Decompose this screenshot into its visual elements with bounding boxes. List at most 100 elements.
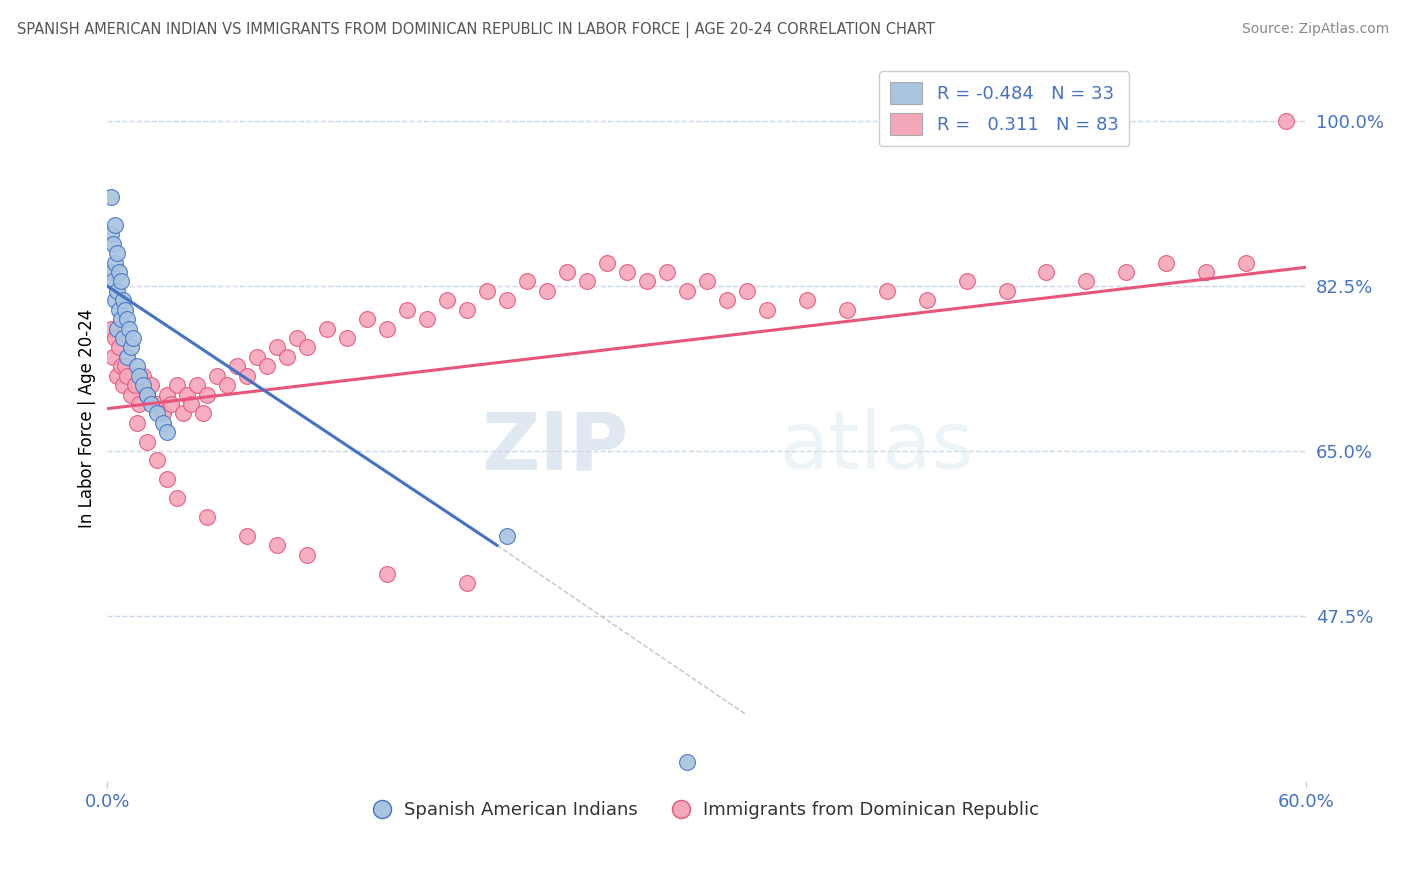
Point [136,387,159,401]
Point [616,265,638,279]
Point [156,472,179,486]
Point [100,189,122,203]
Point [152,406,174,420]
Point [496,529,519,543]
Point [117,368,139,383]
Point [152,416,174,430]
Point [100,321,122,335]
Point [375,566,398,581]
Legend: Spanish American Indians, Immigrants from Dominican Republic: Spanish American Indians, Immigrants fro… [368,794,1046,826]
Point [516,274,538,288]
Point [136,434,159,449]
Point [156,387,179,401]
Point [955,274,977,288]
Point [207,368,229,383]
Point [226,359,249,374]
Point [217,378,239,392]
Point [176,387,198,401]
Point [110,359,132,374]
Point [1156,255,1178,269]
Point [266,340,288,354]
Point [285,331,308,345]
Point [876,284,898,298]
Point [104,255,127,269]
Point [295,548,318,562]
Point [114,359,136,374]
Point [146,453,169,467]
Point [105,368,128,383]
Point [166,378,188,392]
Point [112,378,135,392]
Point [120,340,142,354]
Point [436,293,458,308]
Point [118,321,141,335]
Point [112,293,135,308]
Point [555,265,578,279]
Point [416,312,439,326]
Y-axis label: In Labor Force | Age 20-24: In Labor Force | Age 20-24 [79,309,96,528]
Point [276,350,298,364]
Point [172,406,194,420]
Point [110,312,132,326]
Point [127,416,149,430]
Point [256,359,278,374]
Point [195,387,218,401]
Point [396,302,419,317]
Point [122,331,145,345]
Point [166,491,188,506]
Point [108,302,131,317]
Point [266,538,288,552]
Point [1195,265,1218,279]
Point [456,576,478,591]
Point [180,397,202,411]
Point [1234,255,1257,269]
Point [696,274,718,288]
Point [120,387,142,401]
Point [193,406,215,420]
Point [104,293,127,308]
Text: ZIP: ZIP [482,409,628,486]
Point [356,312,378,326]
Point [105,284,128,298]
Point [1035,265,1057,279]
Point [105,321,128,335]
Point [124,378,146,392]
Text: SPANISH AMERICAN INDIAN VS IMMIGRANTS FROM DOMINICAN REPUBLIC IN LABOR FORCE | A: SPANISH AMERICAN INDIAN VS IMMIGRANTS FR… [17,22,935,38]
Point [141,378,163,392]
Text: Source: ZipAtlas.com: Source: ZipAtlas.com [1241,22,1389,37]
Point [236,368,259,383]
Point [835,302,858,317]
Point [636,274,658,288]
Point [156,425,179,440]
Point [160,397,183,411]
Point [132,378,155,392]
Point [716,293,738,308]
Point [375,321,398,335]
Point [108,265,131,279]
Point [117,350,139,364]
Point [1115,265,1137,279]
Point [295,340,318,354]
Point [1275,114,1298,128]
Point [796,293,818,308]
Point [100,227,122,242]
Point [456,302,478,317]
Point [915,293,938,308]
Point [475,284,498,298]
Point [108,340,131,354]
Point [195,510,218,524]
Point [117,312,139,326]
Point [536,284,558,298]
Point [104,331,127,345]
Point [655,265,678,279]
Point [114,302,136,317]
Point [1076,274,1098,288]
Point [246,350,269,364]
Point [103,236,125,251]
Point [676,284,699,298]
Point [103,274,125,288]
Point [110,274,132,288]
Point [103,350,125,364]
Point [100,265,122,279]
Point [127,359,149,374]
